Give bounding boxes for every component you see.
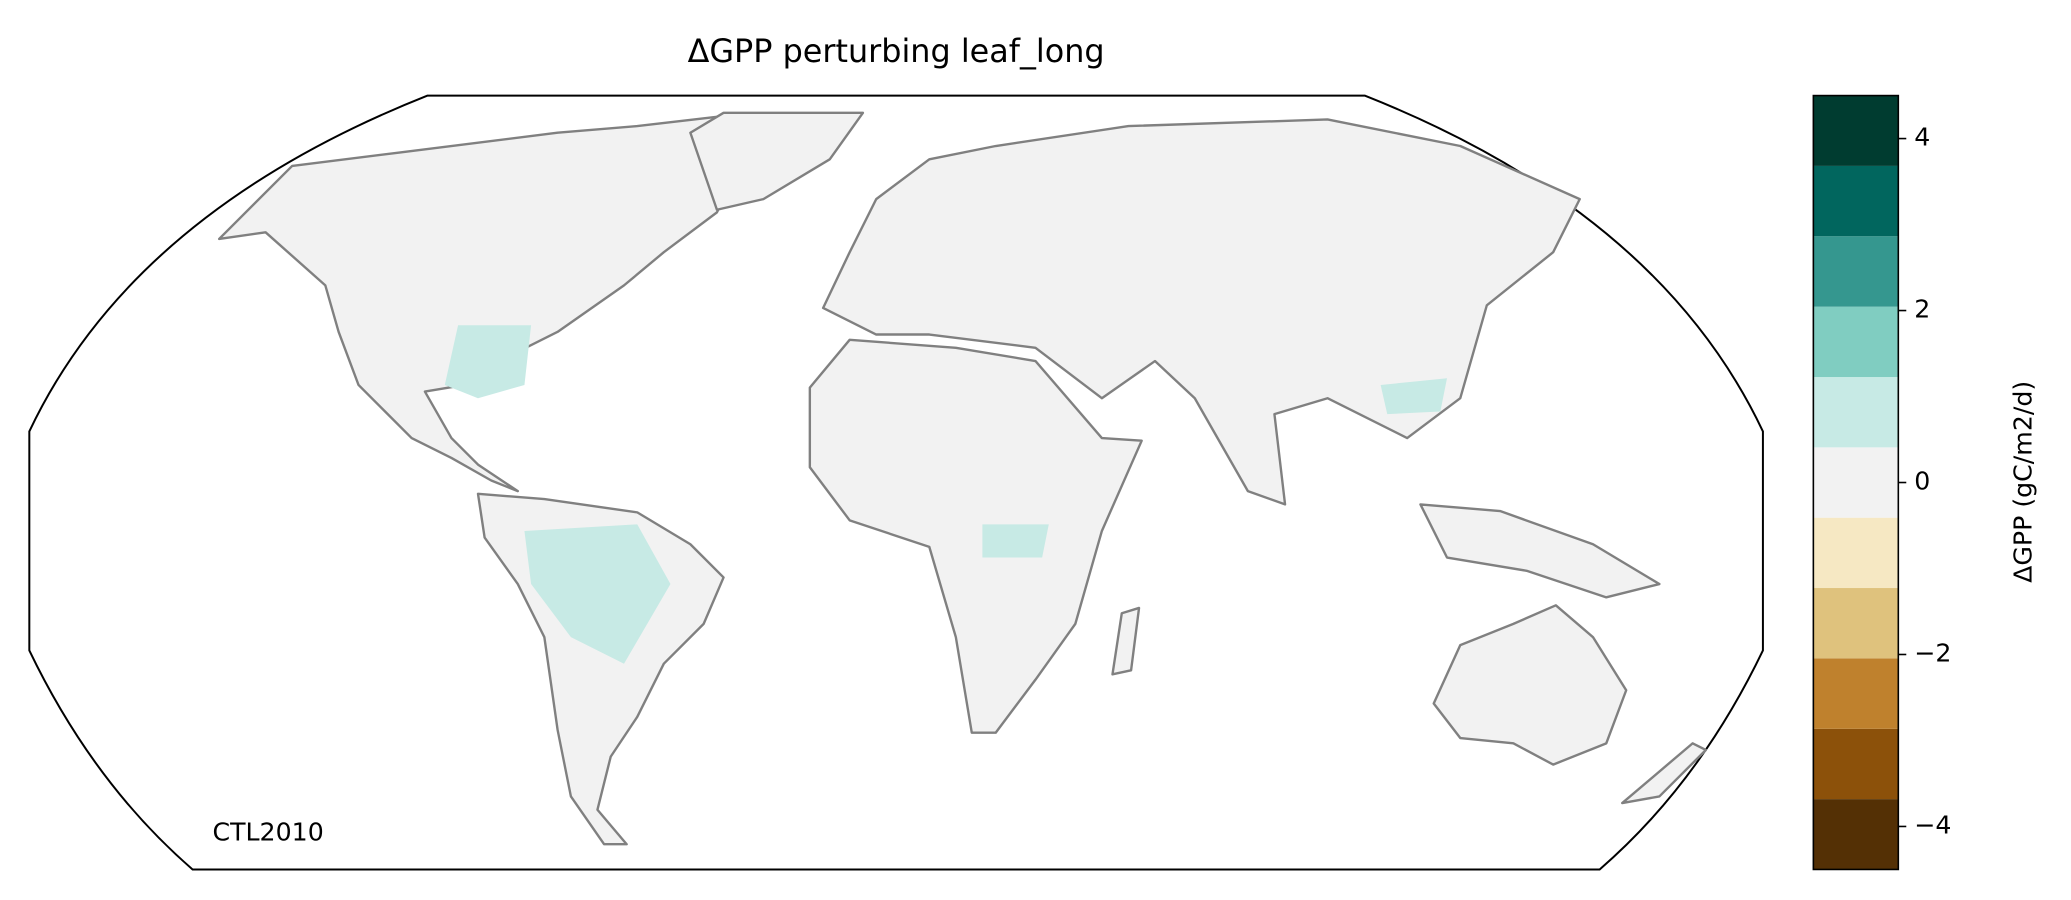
annotation: CTL2010 [213, 818, 324, 847]
australia [1432, 604, 1628, 766]
colorbar-tick-label: −4 [1914, 810, 1951, 839]
southeast-asia-islands [1419, 503, 1661, 599]
colorbar-tick-label: 0 [1914, 467, 1930, 496]
madagascar [1111, 606, 1141, 676]
positive-region [444, 325, 532, 399]
greenland [689, 111, 865, 211]
colorbar-segment [1813, 377, 1899, 448]
new-zealand [1621, 742, 1708, 805]
colorbar-label: ΔGPP (gC/m2/d) [2008, 381, 2037, 583]
chart-title: ΔGPP perturbing leaf_long [688, 32, 1105, 70]
colorbar-tick-label: 4 [1914, 123, 1930, 152]
colorbar-segment [1813, 658, 1899, 729]
colorbar-tick-label: 2 [1914, 295, 1930, 324]
colorbar-segment [1813, 799, 1899, 870]
colorbar: −4 −2 0 2 4 [1812, 94, 1951, 871]
colorbar-segment [1813, 728, 1899, 800]
colorbar-tick-label: −2 [1914, 638, 1951, 667]
colorbar-segment [1813, 95, 1899, 166]
colorbar-segment [1813, 165, 1899, 237]
colorbar-segment [1813, 306, 1899, 378]
colorbar-segment [1813, 236, 1899, 307]
africa [808, 338, 1143, 734]
map: CTL2010 [28, 94, 1764, 871]
positive-region [524, 524, 671, 664]
colorbar-segment [1813, 447, 1899, 518]
colorbar-segment [1813, 517, 1899, 589]
north-america [217, 115, 745, 493]
positive-region [1380, 378, 1447, 415]
positive-region [982, 524, 1049, 558]
colorbar-segment [1813, 588, 1899, 659]
